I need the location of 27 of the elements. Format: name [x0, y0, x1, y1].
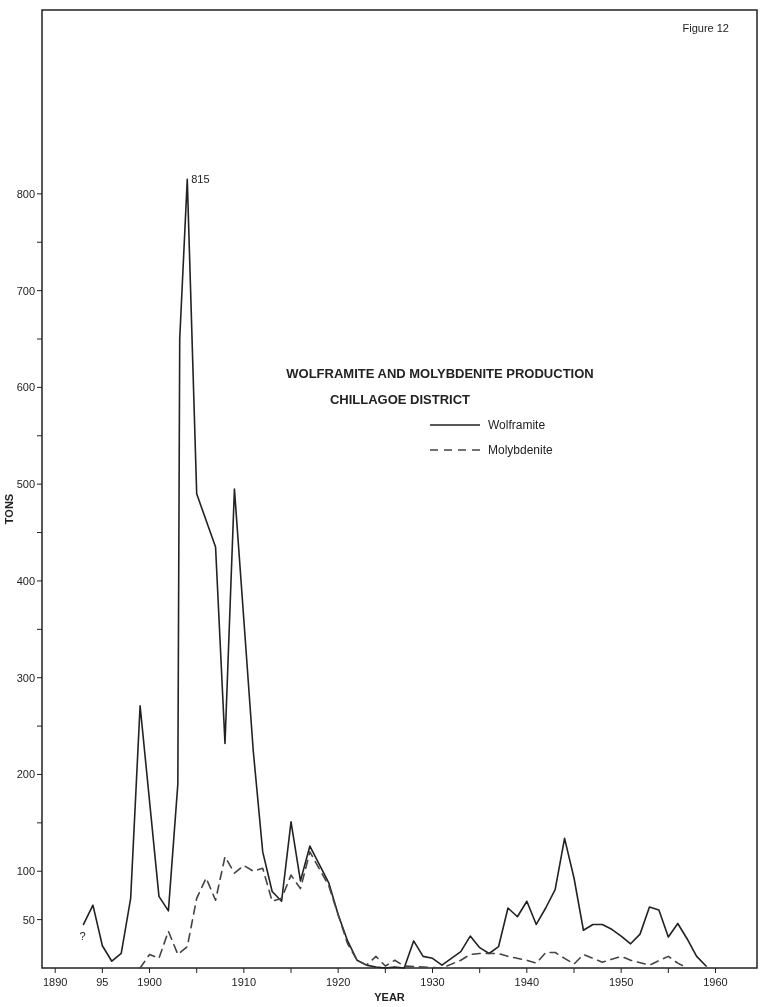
y-tick-label: 800 [16, 187, 35, 200]
y-tick-label: 100 [16, 865, 35, 878]
x-tick-label: 1930 [420, 976, 445, 988]
x-tick-label: 95 [96, 976, 109, 988]
x-tick-label: 1890 [42, 976, 68, 988]
y-tick-label: 700 [16, 284, 35, 297]
annotation: 815 [191, 173, 210, 186]
x-tick-label: 1920 [325, 976, 351, 988]
text: WOLFRAMITE AND MOLYBDENITE PRODUCTION [286, 366, 594, 381]
x-tick-label: 1940 [514, 976, 540, 988]
y-tick-label: 300 [16, 671, 35, 684]
y-tick-label: 50 [22, 913, 35, 926]
annotation: ? [79, 930, 86, 943]
legend-label: Wolframite [488, 418, 546, 432]
y-tick-label: 400 [16, 574, 35, 587]
y-axis-title: TONS [3, 493, 15, 525]
x-axis-title: YEAR [374, 991, 405, 1003]
x-tick-label: 1960 [703, 976, 728, 988]
y-tick-label: 600 [16, 381, 35, 394]
annotation: Figure 12 [682, 22, 729, 34]
x-tick-label: 1950 [608, 976, 634, 988]
text: CHILLAGOE DISTRICT [329, 392, 471, 407]
legend-label: Molybdenite [488, 443, 554, 457]
y-tick-label: 200 [16, 768, 35, 781]
x-tick-label: 1910 [231, 976, 257, 988]
x-tick-label: 1900 [137, 976, 162, 988]
y-tick-label: 500 [16, 478, 35, 491]
